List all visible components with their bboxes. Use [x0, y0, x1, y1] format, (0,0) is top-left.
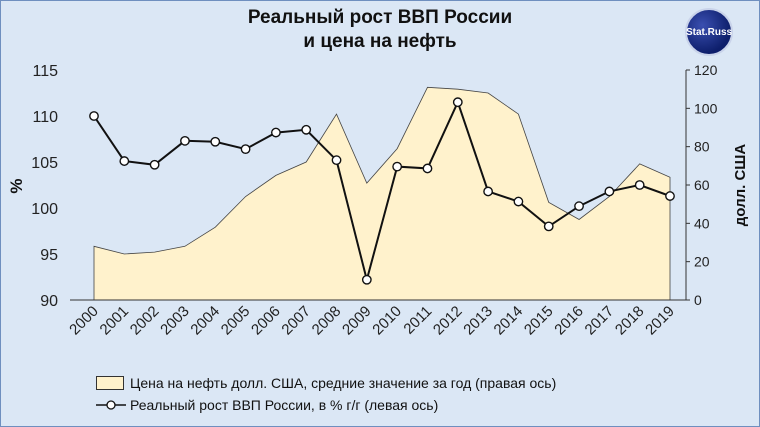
- left-tick-label: 110: [32, 109, 58, 126]
- x-tick-label: 2011: [400, 303, 435, 338]
- gdp-point: [513, 196, 524, 207]
- left-tick-label: 115: [32, 63, 58, 80]
- x-tick-label: 2018: [612, 303, 648, 339]
- gdp-point: [574, 201, 584, 212]
- x-tick-label: 2004: [187, 303, 223, 339]
- chart-title: Реальный рост ВВП России и цена на нефть: [0, 6, 760, 54]
- gdp-point: [604, 186, 615, 197]
- gdp-point: [361, 274, 372, 285]
- left-tick-label: 105: [31, 155, 58, 172]
- right-tick-label: 100: [694, 100, 718, 116]
- gdp-growth-line: [93, 99, 671, 284]
- gdp-point: [180, 135, 190, 146]
- x-tick-label: 2007: [278, 303, 314, 339]
- right-tick-label: 120: [694, 62, 718, 78]
- gdp-point: [483, 186, 494, 197]
- x-tick-label: 2002: [127, 303, 163, 339]
- gdp-point: [331, 155, 342, 166]
- right-axis-title: долл. США: [732, 144, 749, 227]
- x-tick-label: 2003: [157, 303, 193, 339]
- x-tick-label: 2016: [551, 303, 587, 339]
- legend-marker-gdp: [96, 400, 126, 410]
- gdp-point: [634, 180, 645, 190]
- gdp-point: [119, 156, 130, 166]
- gdp-point: [422, 163, 433, 174]
- left-tick-label: 90: [40, 293, 58, 310]
- x-tick-label: 2017: [582, 303, 618, 339]
- right-tick-label: 40: [694, 215, 710, 231]
- x-tick-label: 2019: [642, 303, 678, 339]
- right-tick-label: 0: [694, 292, 702, 308]
- x-tick-label: 2005: [218, 303, 254, 339]
- right-tick-label: 80: [694, 139, 710, 155]
- gdp-point: [452, 97, 463, 108]
- x-tick-label: 2012: [430, 303, 466, 339]
- gdp-point: [301, 124, 312, 135]
- gdp-point: [210, 136, 221, 147]
- chart-legend: Цена на нефть долл. США, средние значени…: [96, 372, 556, 416]
- left-axis-title: %: [7, 178, 26, 193]
- x-tick-label: 2009: [339, 303, 375, 339]
- gdp-point: [392, 161, 403, 172]
- gdp-point: [89, 111, 99, 121]
- oil-price-area: [93, 86, 671, 301]
- gdp-point: [665, 191, 675, 201]
- gdp-point: [240, 144, 251, 155]
- legend-swatch-oil: [96, 376, 124, 390]
- legend-label-gdp: Реальный рост ВВП России, в % г/г (левая…: [130, 397, 439, 413]
- right-tick-label: 20: [694, 254, 710, 270]
- legend-label-oil: Цена на нефть долл. США, средние значени…: [130, 375, 557, 391]
- gdp-point: [543, 221, 554, 232]
- stat-russ-logo: Stat.Russ: [685, 8, 733, 56]
- x-tick-label: 2000: [66, 303, 102, 339]
- left-tick-label: 95: [40, 247, 58, 264]
- x-tick-label: 2010: [369, 303, 405, 339]
- legend-item-oil: Цена на нефть долл. США, средние значени…: [96, 372, 556, 394]
- x-tick-label: 2006: [248, 303, 284, 339]
- chart-title-line2: и цена на нефть: [303, 31, 457, 52]
- gdp-point: [149, 159, 160, 170]
- chart-title-line1: Реальный рост ВВП России: [247, 7, 513, 28]
- right-tick-label: 60: [694, 177, 710, 193]
- x-tick-label: 2008: [309, 303, 345, 339]
- gdp-point: [270, 127, 281, 138]
- x-tick-label: 2013: [460, 303, 496, 339]
- legend-item-gdp: Реальный рост ВВП России, в % г/г (левая…: [96, 394, 556, 416]
- x-tick-label: 2001: [97, 303, 133, 339]
- x-tick-label: 2014: [491, 303, 527, 339]
- x-tick-label: 2015: [521, 303, 557, 339]
- left-tick-label: 100: [31, 201, 58, 218]
